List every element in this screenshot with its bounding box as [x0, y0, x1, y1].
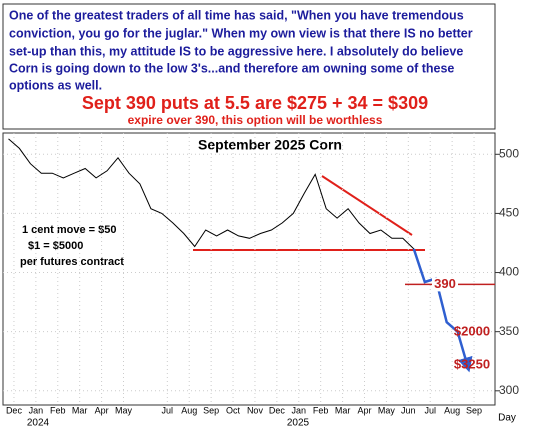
y-tick-label: 400 [499, 265, 519, 279]
x-tick-label: Oct [226, 405, 241, 415]
x-tick-label: Dec [269, 405, 286, 415]
resistance-line [321, 175, 413, 236]
series-line [8, 138, 415, 250]
subheadline: expire over 390, this option will be wor… [128, 113, 383, 127]
x-tick-label: Nov [247, 405, 264, 415]
x-tick-label: Dec [6, 405, 23, 415]
x-tick-label: Apr [357, 405, 371, 415]
headline: Sept 390 puts at 5.5 are $275 + 34 = $30… [82, 93, 428, 113]
x-tick-label: Jun [401, 405, 416, 415]
x-tick-label: Sep [203, 405, 219, 415]
y-tick-label: 300 [499, 383, 519, 397]
x-axis-label: Day [498, 413, 516, 424]
note: $1 = $5000 [28, 240, 83, 252]
quote-line: One of the greatest traders of all time … [9, 8, 464, 22]
note: per futures contract [20, 256, 124, 268]
quote-box [2, 3, 496, 130]
chart-title: September 2025 Corn [198, 137, 342, 153]
y-tick-label: 350 [499, 324, 519, 338]
x-tick-label: Apr [95, 405, 109, 415]
quote-line: Corn is going down to the low 3's...and … [9, 61, 454, 75]
annotation: $3250 [454, 356, 490, 371]
quote-line: conviction, you go for the juglar." When… [9, 26, 473, 40]
quote-line: options as well. [9, 78, 102, 92]
plot-frame [2, 132, 496, 406]
year-label: 2025 [287, 418, 310, 429]
annotation: 390 [434, 276, 456, 291]
x-tick-label: Aug [444, 405, 460, 415]
x-tick-label: Mar [335, 405, 351, 415]
year-label: 2024 [27, 418, 50, 429]
quote-line: set-up than this, my attitude IS to be a… [9, 44, 463, 58]
series-line [412, 248, 473, 373]
x-tick-label: Feb [313, 405, 329, 415]
y-tick-label: 500 [499, 146, 519, 160]
note: 1 cent move = $50 [22, 224, 116, 236]
x-tick-label: Feb [50, 405, 66, 415]
x-tick-label: Jul [424, 405, 436, 415]
x-tick-label: Mar [72, 405, 88, 415]
y-tick-label: 450 [499, 206, 519, 220]
x-tick-label: Jul [162, 405, 174, 415]
x-tick-label: Jan [29, 405, 44, 415]
x-tick-label: Jan [292, 405, 307, 415]
x-tick-label: May [378, 405, 396, 415]
annotation: $2000 [454, 323, 490, 338]
x-tick-label: May [115, 405, 133, 415]
x-tick-label: Sep [466, 405, 482, 415]
x-tick-label: Aug [181, 405, 197, 415]
label-bg [432, 277, 458, 292]
